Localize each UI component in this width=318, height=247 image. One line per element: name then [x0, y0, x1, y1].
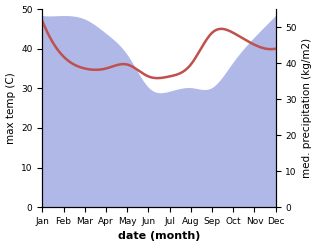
Y-axis label: med. precipitation (kg/m2): med. precipitation (kg/m2) [302, 38, 313, 178]
X-axis label: date (month): date (month) [118, 231, 200, 242]
Y-axis label: max temp (C): max temp (C) [5, 72, 16, 144]
